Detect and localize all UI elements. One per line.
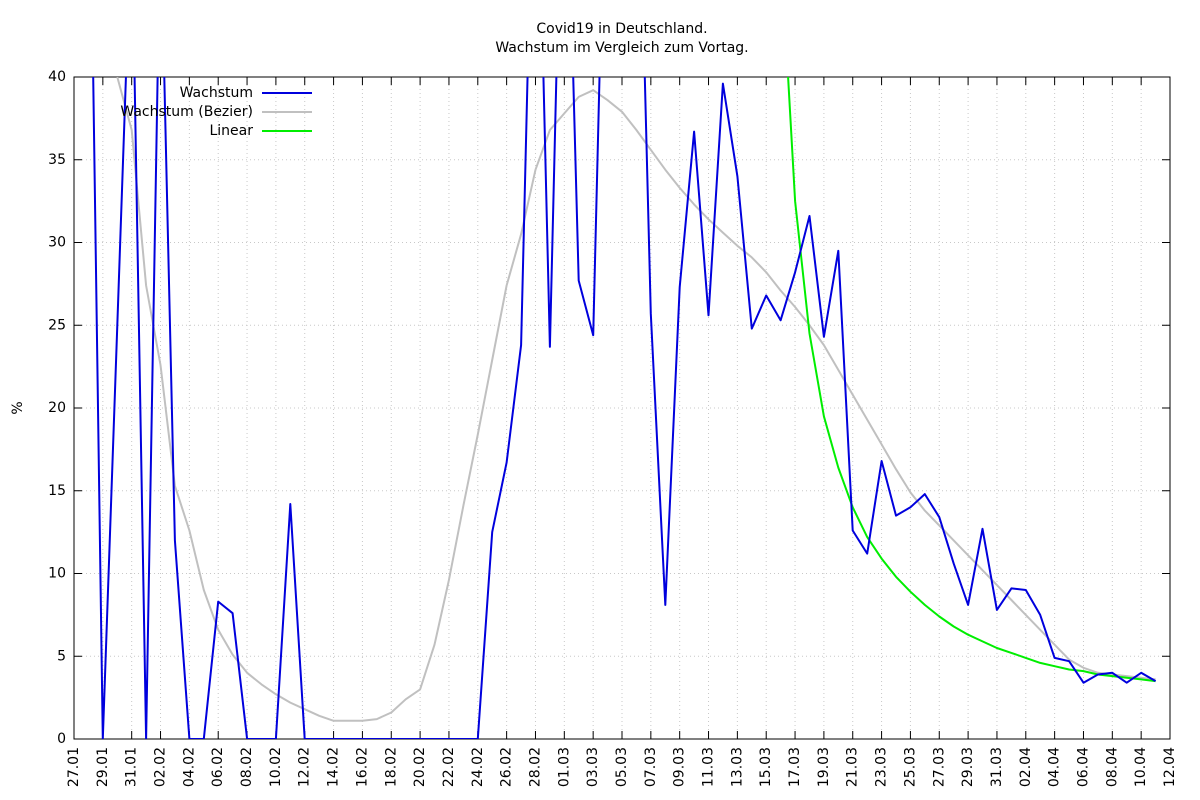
x-tick-label: 31.03 xyxy=(989,747,1005,787)
x-tick-label: 04.04 xyxy=(1047,747,1063,787)
x-tick-label: 26.02 xyxy=(499,747,515,787)
y-tick-label: 0 xyxy=(57,731,66,747)
y-tick-label: 30 xyxy=(48,235,66,251)
x-tick-label: 04.02 xyxy=(181,747,197,787)
x-tick-label: 10.04 xyxy=(1133,747,1149,787)
x-tick-label: 05.03 xyxy=(614,747,630,787)
x-tick-label: 10.02 xyxy=(268,747,284,787)
x-tick-label: 18.02 xyxy=(383,747,399,787)
legend-label: Wachstum xyxy=(180,85,253,101)
x-tick-label: 01.03 xyxy=(556,747,572,787)
x-tick-label: 15.03 xyxy=(758,747,774,787)
plot-frame xyxy=(73,76,1171,740)
y-tick-label: 40 xyxy=(48,69,66,85)
x-tick-label: 02.04 xyxy=(1018,747,1034,787)
x-tick-label: 27.01 xyxy=(66,747,82,787)
y-tick-label: 10 xyxy=(48,566,66,582)
x-tick-label: 14.02 xyxy=(326,747,342,787)
plot-area xyxy=(92,77,1157,739)
x-tick-label: 08.02 xyxy=(239,747,255,787)
chart-title: Covid19 in Deutschland. xyxy=(536,21,707,37)
x-tick-label: 31.01 xyxy=(124,747,140,787)
y-tick-label: 20 xyxy=(48,400,66,416)
x-tick-label: 06.04 xyxy=(1075,747,1091,787)
x-tick-label: 16.02 xyxy=(354,747,370,787)
x-tick-label: 12.02 xyxy=(297,747,313,787)
legend-label: Linear xyxy=(209,123,253,139)
series-line xyxy=(116,77,1156,722)
x-tick-label: 11.03 xyxy=(701,747,717,787)
x-tick-label: 29.01 xyxy=(95,747,111,787)
x-tick-label: 03.03 xyxy=(585,747,601,787)
series-line xyxy=(92,77,1157,739)
x-tick-label: 08.04 xyxy=(1104,747,1120,787)
x-tick-label: 02.02 xyxy=(153,747,169,787)
x-tick-label: 13.03 xyxy=(729,747,745,787)
x-tick-label: 06.02 xyxy=(210,747,226,787)
y-tick-label: 5 xyxy=(57,648,66,664)
x-tick-label: 25.03 xyxy=(902,747,918,787)
x-tick-label: 19.03 xyxy=(816,747,832,787)
chart-subtitle: Wachstum im Vergleich zum Vortag. xyxy=(495,40,748,56)
x-tick-label: 29.03 xyxy=(960,747,976,787)
y-axis-label: % xyxy=(10,401,26,414)
x-tick-label: 24.02 xyxy=(470,747,486,787)
x-tick-label: 27.03 xyxy=(931,747,947,787)
series-line xyxy=(787,77,1156,683)
y-tick-label: 25 xyxy=(48,317,66,333)
x-tick-label: 23.03 xyxy=(874,747,890,787)
legend-label: Wachstum (Bezier) xyxy=(120,104,253,120)
x-tick-label: 17.03 xyxy=(787,747,803,787)
x-tick-label: 07.03 xyxy=(643,747,659,787)
x-tick-label: 21.03 xyxy=(845,747,861,787)
x-tick-label: 20.02 xyxy=(412,747,428,787)
x-tick-label: 22.02 xyxy=(441,747,457,787)
x-tick-label: 28.02 xyxy=(527,747,543,787)
x-tick-label: 09.03 xyxy=(672,747,688,787)
x-tick-label: 12.04 xyxy=(1162,747,1178,787)
y-tick-label: 35 xyxy=(48,152,66,168)
y-tick-label: 15 xyxy=(48,483,66,499)
